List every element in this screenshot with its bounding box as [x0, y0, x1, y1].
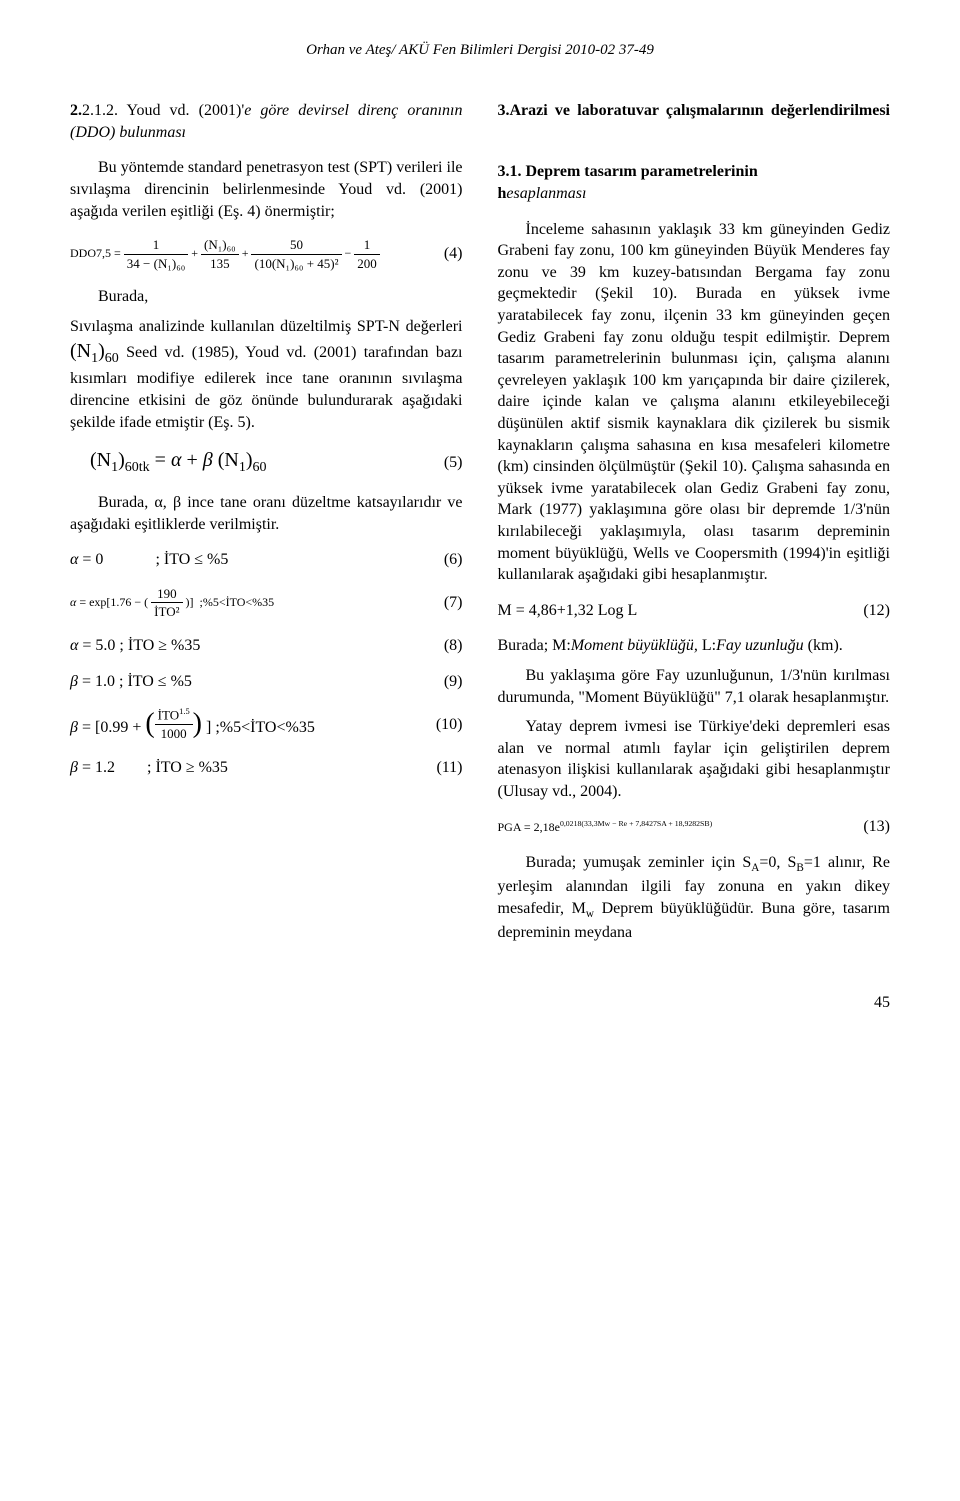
eq13-number: (13)	[850, 816, 890, 838]
section-number-bold: 2.	[70, 102, 82, 119]
right-column: 3.Arazi ve laboratuvar çalışmalarının de…	[498, 100, 891, 952]
eq8-number: (8)	[423, 635, 463, 657]
para-r2: Burada; M:Moment büyüklüğü, L:Fay uzunlu…	[498, 635, 891, 657]
eq11-number: (11)	[423, 757, 463, 779]
equation-13: PGA = 2,18e0,0218(33,3Mw − Re + 7,8427SA…	[498, 816, 891, 838]
para-r4: Yatay deprem ivmesi ise Türkiye'deki dep…	[498, 716, 891, 802]
eq5-number: (5)	[423, 452, 463, 474]
equation-9: β = 1.0 ; İTO ≤ %5 (9)	[70, 671, 463, 693]
equation-11: β = 1.2 ; İTO ≥ %35 (11)	[70, 757, 463, 779]
section-3-heading: 3.Arazi ve laboratuvar çalışmalarının de…	[498, 100, 891, 143]
para-r5: Burada; yumuşak zeminler için SA=0, SB=1…	[498, 852, 891, 944]
para-method-intro: Bu yöntemde standard penetrasyon test (S…	[70, 157, 463, 222]
eq9-number: (9)	[423, 671, 463, 693]
symbol-N1-60: (N1)60	[70, 340, 119, 362]
eq7-number: (7)	[423, 592, 463, 614]
page-number: 45	[70, 992, 890, 1014]
equation-5: (N1)60tk = α + β (N1)60 (5)	[70, 447, 463, 478]
equation-12: M = 4,86+1,32 Log L (12)	[498, 600, 891, 622]
eq4-number: (4)	[423, 243, 463, 265]
equation-8: α = 5.0 ; İTO ≥ %35 (8)	[70, 635, 463, 657]
section-2-1-2-heading: 2.2.1.2. Youd vd. (2001)'e göre devirsel…	[70, 100, 463, 143]
equation-6: α = 0 ; İTO ≤ %5 (6)	[70, 549, 463, 571]
equation-10: β = [0.99 + ( İTO1.5 1000 ) ] ;%5<İTO<%3…	[70, 706, 463, 742]
equation-4: DDO7,5 = 1 34 − (N₁)₆₀ + (N₁)₆₀ 135 + 50…	[70, 236, 463, 272]
section-3-1-heading: 3.1. Deprem tasarım parametrelerinin hes…	[498, 161, 891, 204]
left-column: 2.2.1.2. Youd vd. (2001)'e göre devirsel…	[70, 100, 463, 952]
para-r1: İnceleme sahasının yaklaşık 33 km güneyi…	[498, 219, 891, 586]
para-spt-n: Sıvılaşma analizinde kullanılan düzeltil…	[70, 316, 463, 433]
para-alpha-beta: Burada, α, β ince tane oranı düzeltme ka…	[70, 492, 463, 535]
eq10-number: (10)	[423, 714, 463, 736]
equation-7: α = exp[1.76 − ( 190 İTO² )] ;%5<İTO<%35…	[70, 585, 463, 621]
eq6-number: (6)	[423, 549, 463, 571]
running-header: Orhan ve Ateş/ AKÜ Fen Bilimleri Dergisi…	[70, 40, 890, 60]
para-burada-1: Burada,	[70, 286, 463, 308]
eq12-number: (12)	[850, 600, 890, 622]
para-r3: Bu yaklaşıma göre Fay uzunluğunun, 1/3'n…	[498, 665, 891, 708]
